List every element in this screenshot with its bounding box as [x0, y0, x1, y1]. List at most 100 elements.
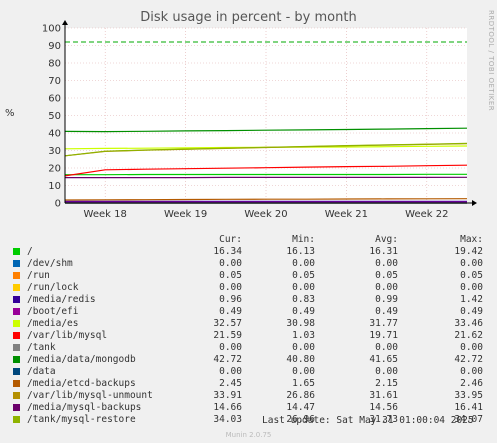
legend-cur-value: 0.49 [219, 306, 242, 317]
legend-swatch [13, 344, 20, 351]
legend-series-name: /tank/mysql-restore [27, 414, 136, 425]
legend-max-value: 42.72 [454, 354, 483, 365]
legend-avg-value: 2.15 [375, 378, 398, 389]
legend-series-name: / [27, 246, 33, 257]
legend-min-value: 0.00 [292, 342, 315, 353]
legend-max-value: 19.42 [454, 246, 483, 257]
legend-swatch [13, 320, 20, 327]
legend-cur-value: 14.66 [213, 402, 242, 413]
legend-row: /data 0.00 0.00 0.00 0.00 [0, 366, 497, 378]
legend-cur-value: 33.91 [213, 390, 242, 401]
y-tick-label: 50 [48, 111, 61, 122]
legend-avg-value: 0.00 [375, 366, 398, 377]
legend-min-value: 1.65 [292, 378, 315, 389]
legend-swatch [13, 272, 20, 279]
legend-avg-value: 31.77 [369, 318, 398, 329]
legend-cur-value: 21.59 [213, 330, 242, 341]
legend-cur-value: 42.72 [213, 354, 242, 365]
legend-avg-value: 0.49 [375, 306, 398, 317]
legend-cur-value: 2.45 [219, 378, 242, 389]
legend-row: /dev/shm 0.00 0.00 0.00 0.00 [0, 258, 497, 270]
y-tick-label: 40 [48, 129, 61, 140]
legend-max-value: 33.46 [454, 318, 483, 329]
legend-avg-value: 0.00 [375, 282, 398, 293]
legend-swatch [13, 368, 20, 375]
series-line [64, 164, 468, 177]
y-tick-label: 20 [48, 164, 61, 175]
chart-plot: 0 10 20 30 40 50 60 70 80 90 100 Week 18 Week 19 Week… [42, 20, 477, 220]
rrdtool-credit: RRDTOOL / TOBI OETIKER [487, 10, 495, 112]
legend-row: /media/etcd-backups 2.45 1.65 2.15 2.46 [0, 378, 497, 390]
legend-swatch [13, 308, 20, 315]
legend-series-name: /media/data/mongodb [27, 354, 136, 365]
legend-min-value: 0.05 [292, 270, 315, 281]
legend-avg-value: 0.00 [375, 258, 398, 269]
legend-min-value: 26.96 [286, 414, 315, 425]
legend-max-value: 33.95 [454, 390, 483, 401]
legend-series-name: /run/lock [27, 282, 79, 293]
legend-series-name: /run [27, 270, 50, 281]
series-line [64, 127, 468, 133]
legend-swatch [13, 260, 20, 267]
legend-row: /tank/mysql-restore 34.03 26.96 31.73 34.07 [0, 414, 497, 426]
legend-min-value: 0.49 [292, 306, 315, 317]
legend-row: /run 0.05 0.05 0.05 0.05 [0, 270, 497, 282]
legend-series-name: /var/lib/mysql [27, 330, 108, 341]
x-tick-label: Week 22 [405, 209, 448, 220]
legend-max-value: 21.62 [454, 330, 483, 341]
legend-max-value: 0.00 [460, 342, 483, 353]
legend-swatch [13, 284, 20, 291]
legend-avg-value: 0.00 [375, 342, 398, 353]
legend-avg-value: 19.71 [369, 330, 398, 341]
legend-cur-value: 34.03 [213, 414, 242, 425]
legend-min-value: 0.00 [292, 258, 315, 269]
legend-row: /var/lib/mysql-unmount 33.91 26.86 31.61 33.… [0, 390, 497, 402]
legend-cur-value: 0.00 [219, 258, 242, 269]
legend-avg-value: 31.61 [369, 390, 398, 401]
legend-min-value: 0.00 [292, 282, 315, 293]
legend-header-max: Max: [460, 234, 483, 245]
legend-row: /var/lib/mysql 21.59 1.03 19.71 21.62 [0, 330, 497, 342]
legend-min-value: 0.00 [292, 366, 315, 377]
legend-series-name: /var/lib/mysql-unmount [27, 390, 153, 401]
munin-version: Munin 2.0.75 [225, 431, 272, 439]
legend-avg-value: 31.73 [369, 414, 398, 425]
legend-min-value: 0.83 [292, 294, 315, 305]
legend-swatch [13, 356, 20, 363]
legend-series-name: /media/es [27, 318, 79, 329]
legend-swatch [13, 404, 20, 411]
y-axis-label: % [5, 108, 15, 119]
legend-avg-value: 0.99 [375, 294, 398, 305]
legend-max-value: 0.00 [460, 258, 483, 269]
x-tick-label: Week 20 [244, 209, 287, 220]
legend-swatch [13, 380, 20, 387]
legend-row: / 16.34 16.13 16.31 19.42 [0, 246, 497, 258]
x-tick-label: Week 18 [84, 209, 127, 220]
legend-max-value: 0.05 [460, 270, 483, 281]
legend-cur-value: 0.05 [219, 270, 242, 281]
legend-min-value: 26.86 [286, 390, 315, 401]
chart-title: Disk usage in percent - by month [140, 10, 357, 25]
legend-max-value: 0.00 [460, 282, 483, 293]
y-tick-label: 60 [48, 94, 61, 105]
y-tick-label: 80 [48, 59, 61, 70]
y-tick-label: 30 [48, 146, 61, 157]
legend-min-value: 14.47 [286, 402, 315, 413]
legend-series-name: /media/redis [27, 294, 96, 305]
legend-swatch [13, 332, 20, 339]
legend-row: /tank 0.00 0.00 0.00 0.00 [0, 342, 497, 354]
legend-max-value: 0.00 [460, 366, 483, 377]
legend-max-value: 34.07 [454, 414, 483, 425]
legend-cur-value: 0.00 [219, 342, 242, 353]
x-tick-label: Week 21 [325, 209, 368, 220]
legend-swatch [13, 392, 20, 399]
legend-avg-value: 0.05 [375, 270, 398, 281]
legend-swatch [13, 248, 20, 255]
legend-avg-value: 14.56 [369, 402, 398, 413]
series-line [64, 142, 468, 157]
legend-max-value: 2.46 [460, 378, 483, 389]
legend-row: /boot/efi 0.49 0.49 0.49 0.49 [0, 306, 497, 318]
legend-max-value: 1.42 [460, 294, 483, 305]
legend-avg-value: 41.65 [369, 354, 398, 365]
legend-min-value: 1.03 [292, 330, 315, 341]
